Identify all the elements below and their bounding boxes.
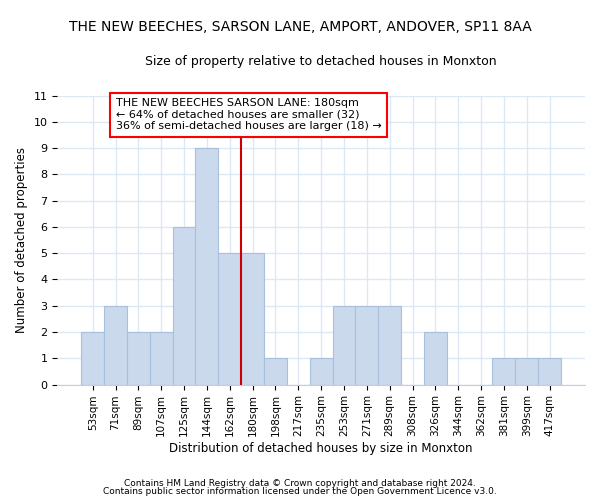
Y-axis label: Number of detached properties: Number of detached properties [15, 147, 28, 333]
Bar [424, 332, 447, 384]
Bar [196, 148, 218, 384]
Bar [81, 332, 104, 384]
Bar [493, 358, 515, 384]
Bar [264, 358, 287, 384]
Text: THE NEW BEECHES, SARSON LANE, AMPORT, ANDOVER, SP11 8AA: THE NEW BEECHES, SARSON LANE, AMPORT, AN… [68, 20, 532, 34]
Bar [241, 253, 264, 384]
X-axis label: Distribution of detached houses by size in Monxton: Distribution of detached houses by size … [169, 442, 473, 455]
Bar [515, 358, 538, 384]
Title: Size of property relative to detached houses in Monxton: Size of property relative to detached ho… [145, 55, 497, 68]
Bar [355, 306, 378, 384]
Bar [150, 332, 173, 384]
Text: THE NEW BEECHES SARSON LANE: 180sqm
← 64% of detached houses are smaller (32)
36: THE NEW BEECHES SARSON LANE: 180sqm ← 64… [116, 98, 381, 132]
Bar [378, 306, 401, 384]
Bar [104, 306, 127, 384]
Bar [310, 358, 332, 384]
Bar [218, 253, 241, 384]
Bar [332, 306, 355, 384]
Text: Contains HM Land Registry data © Crown copyright and database right 2024.: Contains HM Land Registry data © Crown c… [124, 478, 476, 488]
Bar [173, 227, 196, 384]
Bar [127, 332, 150, 384]
Bar [538, 358, 561, 384]
Text: Contains public sector information licensed under the Open Government Licence v3: Contains public sector information licen… [103, 487, 497, 496]
